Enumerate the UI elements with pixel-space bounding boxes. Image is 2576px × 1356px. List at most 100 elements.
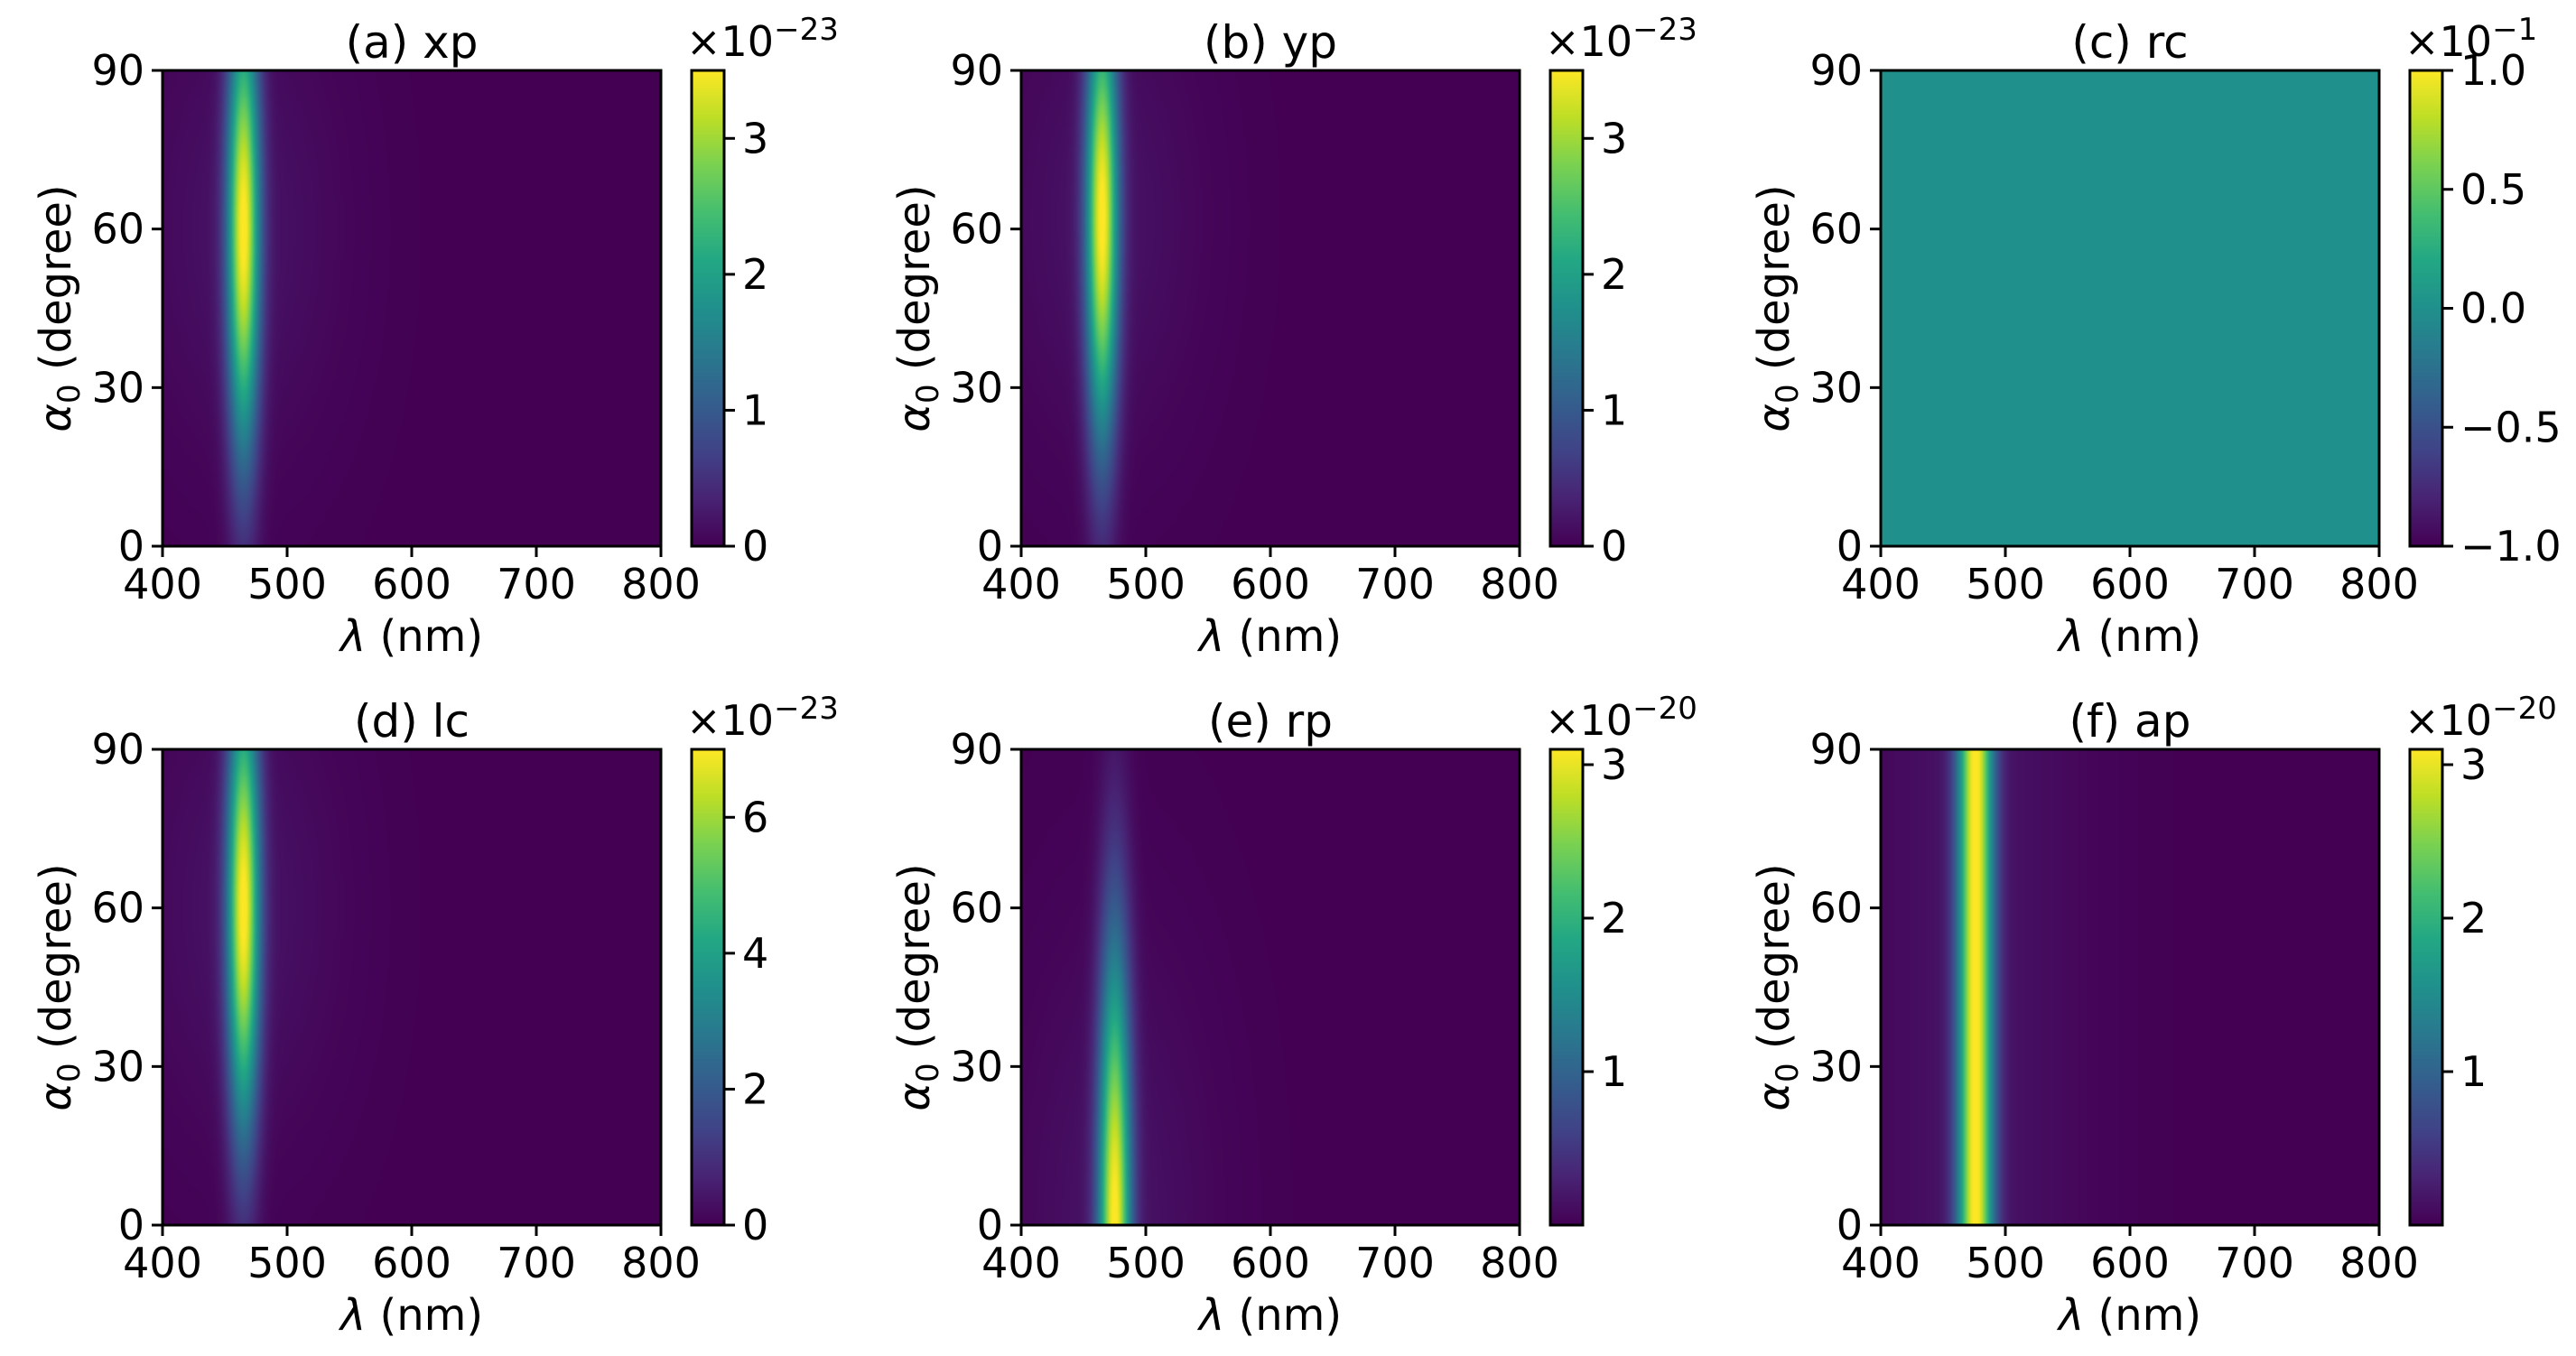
y-tick-label: 60 — [91, 205, 144, 254]
x-tick-label: 600 — [1231, 560, 1310, 608]
heatmap-image — [163, 70, 661, 546]
x-tick-label: 700 — [2215, 1239, 2294, 1287]
colorbar-frame — [690, 748, 726, 1227]
colorbar-tick-label: 3 — [1601, 740, 1627, 789]
y-axis-label: α0 (degree) — [1749, 184, 1806, 432]
colorbar-tick-label: 2 — [1601, 250, 1627, 299]
y-tick-label: 0 — [977, 522, 1003, 571]
x-tick-label: 400 — [1841, 560, 1920, 608]
x-tick-label: 500 — [1966, 1239, 2045, 1287]
colorbar-tick-label: 3 — [742, 114, 768, 163]
chart-title: (d) lc — [354, 695, 470, 748]
heatmap-image — [1021, 749, 1520, 1225]
colorbar-offset-text: ×10−23 — [686, 691, 839, 745]
colorbar-tick-label: 0 — [742, 1201, 768, 1249]
colorbar-tick-label: 2 — [1601, 894, 1627, 943]
x-axis-label: λ (nm) — [2056, 611, 2201, 662]
x-tick-label: 600 — [1231, 1239, 1310, 1287]
colorbar-frame — [690, 69, 726, 548]
y-tick-label: 30 — [950, 363, 1003, 412]
colorbar-tick-label: 3 — [2460, 740, 2487, 789]
y-tick-label: 90 — [91, 725, 144, 774]
colorbar-frame — [1548, 69, 1585, 548]
x-tick-label: 500 — [1106, 1239, 1186, 1287]
y-axis-label: α0 (degree) — [889, 863, 946, 1110]
y-tick-label: 90 — [91, 46, 144, 95]
colorbar: 0 1 2 3 ×10−23 — [1545, 12, 1697, 571]
colorbar-tick-label: −1.0 — [2460, 522, 2562, 571]
colorbar-tick-label: 2 — [2460, 894, 2487, 943]
y-tick-label: 0 — [977, 1201, 1003, 1249]
heatmap-image — [1881, 749, 2379, 1225]
x-tick-label: 500 — [247, 560, 327, 608]
x-axis-label: λ (nm) — [1196, 1290, 1342, 1341]
y-tick-label: 30 — [91, 1042, 144, 1091]
colorbar-tick-label: 2 — [742, 1064, 768, 1113]
y-tick-label: 60 — [1809, 205, 1863, 254]
colorbar-gradient — [2410, 70, 2442, 546]
y-tick-label: 60 — [91, 884, 144, 933]
colorbar-frame — [2408, 748, 2444, 1227]
x-tick-label: 600 — [372, 1239, 451, 1287]
x-axis-label: λ (nm) — [338, 611, 483, 662]
chart-title: (b) yp — [1204, 16, 1337, 69]
colorbar-gradient — [692, 749, 724, 1225]
colorbar-offset-text: ×10−1 — [2404, 12, 2537, 66]
colorbar-tick-label: 4 — [742, 929, 768, 978]
x-axis-label: λ (nm) — [338, 1290, 483, 1341]
chart-title: (a) xp — [346, 16, 479, 69]
y-axis-label: α0 (degree) — [1749, 863, 1806, 1110]
x-tick-label: 700 — [2215, 560, 2294, 608]
colorbar: 1 2 3×10−20 — [2404, 691, 2557, 1227]
x-tick-label: 700 — [497, 1239, 576, 1287]
subplot-5: (e) rp 400 500 600 700 800 0 30 60 90 λ (nm) α0 (de… — [889, 691, 1697, 1341]
colorbar: 1 2 3×10−20 — [1545, 691, 1697, 1227]
colorbar-tick-label: 0 — [742, 522, 768, 571]
y-axis-label: α0 (degree) — [889, 184, 946, 432]
colorbar-offset-text: ×10−23 — [686, 12, 839, 66]
colorbar-gradient — [1550, 749, 1583, 1225]
y-tick-label: 90 — [1809, 725, 1863, 774]
y-tick-label: 0 — [1837, 1201, 1863, 1249]
y-axis-label: α0 (degree) — [31, 863, 88, 1110]
heatmap-image — [1021, 70, 1520, 546]
colorbar-tick-label: 3 — [1601, 114, 1627, 163]
y-tick-label: 30 — [1809, 1042, 1863, 1091]
colorbar-tick-label: 0 — [1601, 522, 1627, 571]
x-tick-label: 400 — [123, 1239, 202, 1287]
y-tick-label: 90 — [1809, 46, 1863, 95]
colorbar-tick-label: 1 — [1601, 1047, 1627, 1096]
colorbar-frame — [1548, 748, 1585, 1227]
x-axis-label: λ (nm) — [2056, 1290, 2201, 1341]
colorbar: 0 2 4 6 ×10−23 — [686, 691, 839, 1249]
chart-title: (f) ap — [2069, 695, 2191, 748]
colorbar-offset-text: ×10−23 — [1545, 12, 1697, 66]
x-tick-label: 700 — [1355, 1239, 1435, 1287]
chart-title: (e) rp — [1208, 695, 1333, 748]
y-tick-label: 60 — [950, 884, 1003, 933]
heatmap-image — [163, 749, 661, 1225]
colorbar-tick-label: 0.5 — [2460, 165, 2526, 214]
x-tick-label: 500 — [1106, 560, 1186, 608]
x-tick-label: 600 — [2090, 560, 2170, 608]
x-tick-label: 700 — [1355, 560, 1435, 608]
x-tick-label: 800 — [2339, 1239, 2419, 1287]
y-tick-label: 90 — [950, 725, 1003, 774]
x-tick-label: 800 — [621, 1239, 701, 1287]
colorbar-tick-label: 1 — [1601, 385, 1627, 434]
heatmap-image — [1881, 70, 2379, 546]
x-tick-label: 800 — [1480, 560, 1559, 608]
x-tick-label: 700 — [497, 560, 576, 608]
subplot-3: (c) rc 400 500 600 700 800 0 30 60 90 λ (nm) α0 (de… — [1749, 12, 2562, 662]
x-tick-label: 500 — [1966, 560, 2045, 608]
colorbar-gradient — [1550, 70, 1583, 546]
colorbar: −1.0 −0.5 0.0 0.5 1.0×10−1 — [2404, 12, 2562, 571]
chart-title: (c) rc — [2071, 16, 2188, 69]
x-tick-label: 600 — [372, 560, 451, 608]
colorbar-tick-label: 2 — [742, 250, 768, 299]
colorbar-tick-label: 1.0 — [2460, 46, 2526, 95]
y-tick-label: 60 — [950, 205, 1003, 254]
y-tick-label: 30 — [1809, 363, 1863, 412]
x-tick-label: 400 — [123, 560, 202, 608]
